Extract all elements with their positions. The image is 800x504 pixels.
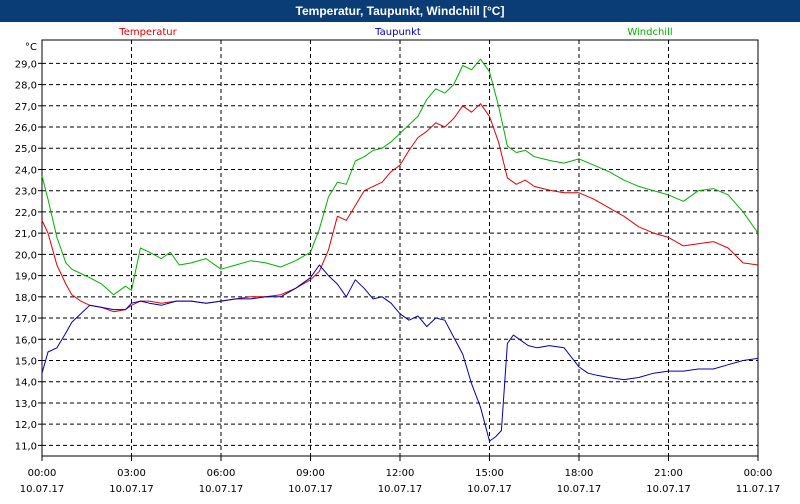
y-tick-label: 23,0 bbox=[15, 187, 37, 198]
line-chart: 11,0 12,0 13,0 14,0 15,0 16,0 17,0 18,0 19,0 20,0… bbox=[15, 27, 781, 495]
y-tick-label: 22,0 bbox=[15, 208, 37, 219]
x-tick-time-label: 18:00 bbox=[565, 468, 594, 479]
series-line-taupunkt bbox=[41, 264, 759, 442]
x-tick-time-label: 03:00 bbox=[117, 468, 146, 479]
y-tick-label: 25,0 bbox=[15, 144, 37, 155]
x-tick-date-label: 10.07.17 bbox=[288, 484, 333, 495]
legend-label-temperatur: Temperatur bbox=[118, 27, 177, 38]
y-tick-label: 21,0 bbox=[15, 229, 37, 240]
y-tick-label: 19,0 bbox=[15, 272, 37, 283]
x-tick-date-label: 10.07.17 bbox=[646, 484, 691, 495]
x-tick-date-label: 10.07.17 bbox=[20, 484, 65, 495]
series-line-windchill bbox=[41, 58, 759, 296]
y-tick-label: 18,0 bbox=[15, 293, 37, 304]
x-tick-time-label: 21:00 bbox=[654, 468, 683, 479]
series-lines bbox=[41, 58, 759, 442]
chart-area: 11,0 12,0 13,0 14,0 15,0 16,0 17,0 18,0 19,0 20,0… bbox=[0, 22, 800, 500]
series-line-temperatur bbox=[41, 103, 759, 313]
y-tick-label: 16,0 bbox=[15, 335, 37, 346]
legend-label-windchill: Windchill bbox=[627, 27, 672, 38]
y-axis: 11,0 12,0 13,0 14,0 15,0 16,0 17,0 18,0 19,0 20,0… bbox=[15, 42, 42, 452]
x-tick-time-label: 09:00 bbox=[296, 468, 325, 479]
y-tick-label: 29,0 bbox=[15, 59, 37, 70]
x-tick-time-label: 12:00 bbox=[386, 468, 415, 479]
y-tick-label: 20,0 bbox=[15, 250, 37, 261]
y-tick-label: 24,0 bbox=[15, 165, 37, 176]
x-tick-time-label: 00:00 bbox=[28, 468, 57, 479]
y-tick-label: 15,0 bbox=[15, 356, 37, 367]
legend-label-taupunkt: Taupunkt bbox=[374, 27, 421, 38]
y-axis-unit-label: °C bbox=[25, 42, 37, 53]
x-tick-date-label: 10.07.17 bbox=[109, 484, 154, 495]
x-tick-time-label: 00:00 bbox=[744, 468, 773, 479]
y-tick-label: 14,0 bbox=[15, 378, 37, 389]
y-tick-label: 11,0 bbox=[15, 441, 37, 452]
y-tick-label: 26,0 bbox=[15, 123, 37, 134]
x-tick-time-label: 15:00 bbox=[475, 468, 504, 479]
x-tick-date-label: 11.07.17 bbox=[736, 484, 781, 495]
x-tick-date-label: 10.07.17 bbox=[199, 484, 244, 495]
y-tick-label: 17,0 bbox=[15, 314, 37, 325]
x-axis: 00:00 10.07.17 03:00 10.07.17 06:00 10.07.17 0… bbox=[20, 456, 781, 495]
x-tick-date-label: 10.07.17 bbox=[557, 484, 602, 495]
y-tick-label: 12,0 bbox=[15, 420, 37, 431]
chart-title: Temperatur, Taupunkt, Windchill [°C] bbox=[0, 0, 800, 22]
y-tick-label: 27,0 bbox=[15, 102, 37, 113]
y-tick-label: 13,0 bbox=[15, 399, 37, 410]
y-tick-label: 28,0 bbox=[15, 81, 37, 92]
x-tick-date-label: 10.07.17 bbox=[378, 484, 423, 495]
x-tick-time-label: 06:00 bbox=[207, 468, 236, 479]
x-tick-date-label: 10.07.17 bbox=[467, 484, 512, 495]
legend: Temperatur Taupunkt Windchill bbox=[118, 27, 672, 38]
grid-lines bbox=[42, 40, 758, 456]
